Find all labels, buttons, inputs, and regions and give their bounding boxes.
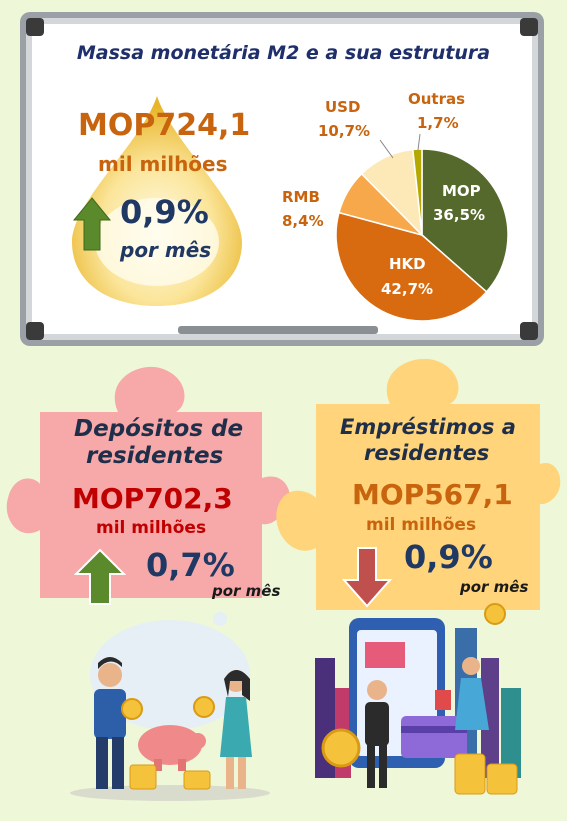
- loans-period: por mês: [460, 578, 529, 596]
- board-period: por mês: [120, 238, 212, 262]
- deposits-puzzle-piece: [6, 366, 290, 598]
- loans-title-line2: residentes: [364, 441, 490, 465]
- oil-drop-icon: [72, 96, 242, 306]
- deposits-amount: MOP702,3: [72, 482, 233, 515]
- pie-label-rmb-name: RMB: [282, 188, 320, 206]
- up-arrow-icon: [74, 548, 126, 605]
- pie-slice-hkd: [335, 211, 488, 322]
- pie-label-usd-name: USD: [325, 98, 361, 116]
- pie-label-usd-value: 10,7%: [318, 122, 371, 140]
- pie-label-outras-value: 1,7%: [417, 114, 459, 132]
- loans-growth: 0,9%: [404, 538, 493, 576]
- up-arrow-icon: [72, 197, 112, 251]
- board-amount: MOP724,1: [78, 108, 251, 143]
- pie-label-mop-value: 36,5%: [433, 206, 486, 224]
- loans-amount: MOP567,1: [352, 478, 513, 511]
- pie-slice-mop: [421, 148, 509, 293]
- deposits-title-line2: residentes: [86, 443, 224, 469]
- pie-label-mop-name: MOP: [442, 182, 481, 200]
- pie-label-outras-name: Outras: [408, 90, 466, 108]
- pie-leader-lines: [379, 133, 421, 159]
- down-arrow-icon: [342, 547, 392, 608]
- deposits-period: por mês: [212, 582, 281, 600]
- board-growth: 0,9%: [120, 193, 209, 231]
- m2-structure-pie-chart: [335, 148, 509, 322]
- loans-puzzle-piece: [276, 358, 561, 610]
- loans-title-line1: Empréstimos a: [340, 415, 516, 439]
- city-mobile-payment-illustration: [315, 603, 521, 795]
- deposits-unit: mil milhões: [96, 518, 207, 538]
- pie-label-hkd-name: HKD: [389, 255, 426, 273]
- deposits-title-line1: Depósitos de: [74, 416, 244, 442]
- loans-unit: mil milhões: [366, 515, 477, 535]
- pie-slice-outras: [412, 148, 423, 236]
- pie-label-rmb-value: 8,4%: [282, 212, 324, 230]
- deposits-growth: 0,7%: [146, 546, 235, 584]
- pie-label-hkd-value: 42,7%: [381, 280, 434, 298]
- board-unit: mil milhões: [98, 152, 228, 176]
- people-saving-coins-illustration: [70, 612, 270, 801]
- board-title: Massa monetária M2 e a sua estrutura: [76, 42, 491, 64]
